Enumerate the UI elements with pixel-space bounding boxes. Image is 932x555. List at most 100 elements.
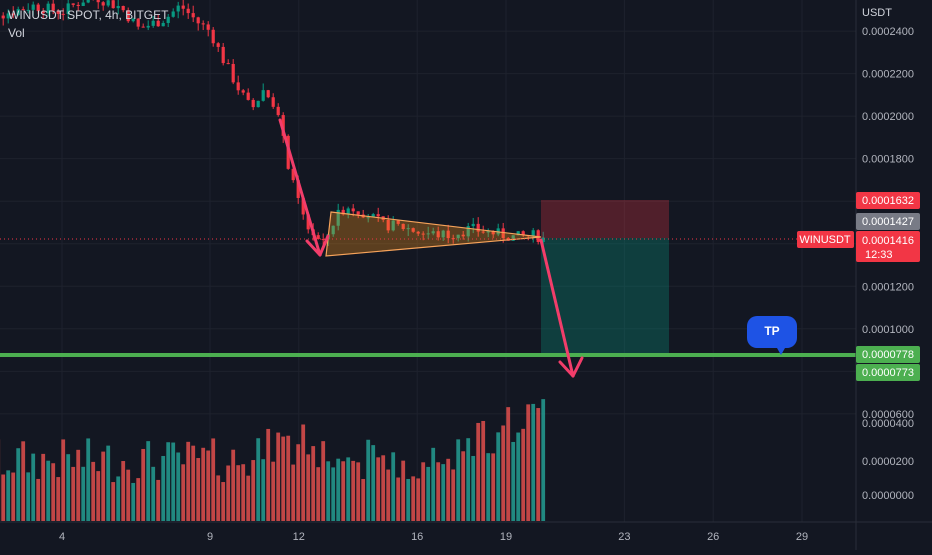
candle-body[interactable] [242, 90, 245, 92]
volume-bar [71, 467, 75, 521]
candle-body[interactable] [257, 101, 260, 107]
candle-body[interactable] [357, 211, 360, 214]
volume-bar [391, 452, 395, 521]
candle-body[interactable] [77, 5, 80, 6]
volume-label[interactable]: Vol [8, 26, 25, 40]
candle-body[interactable] [187, 9, 190, 13]
candle-body[interactable] [142, 27, 145, 28]
candle-body[interactable] [472, 224, 475, 226]
candle-body[interactable] [237, 82, 240, 90]
candle-body[interactable] [177, 6, 180, 12]
volume-bar [211, 438, 215, 521]
candle-body[interactable] [277, 107, 280, 115]
volume-bar [451, 469, 455, 521]
candle-body[interactable] [207, 24, 210, 29]
volume-bar [171, 443, 175, 521]
volume-bar [436, 462, 440, 521]
candle-body[interactable] [147, 26, 150, 28]
volume-bar [116, 476, 120, 521]
price-tick-label: 0.0001000 [862, 324, 914, 336]
candle-body[interactable] [247, 93, 250, 100]
volume-bar [496, 432, 500, 521]
volume-tick-label: 0.0000200 [862, 456, 914, 468]
volume-bar [231, 450, 235, 521]
volume-bar [131, 483, 135, 521]
candle-body[interactable] [97, 0, 100, 2]
volume-bar [146, 441, 150, 521]
candle-body[interactable] [72, 3, 75, 4]
volume-bar [421, 462, 425, 521]
time-tick-label: 26 [707, 531, 719, 543]
volume-bar [331, 467, 335, 521]
candle-body[interactable] [317, 235, 320, 239]
candle-body[interactable] [87, 0, 90, 3]
volume-bar [141, 449, 145, 521]
volume-bar [321, 441, 325, 521]
candle-body[interactable] [352, 208, 355, 211]
volume-bar [26, 472, 30, 521]
volume-bar [21, 441, 25, 521]
candle-body[interactable] [222, 47, 225, 63]
volume-bar [56, 477, 60, 521]
volume-bar [96, 471, 100, 521]
volume-bar [181, 464, 185, 521]
volume-bar [1, 474, 5, 521]
volume-bar [371, 445, 375, 521]
candle-body[interactable] [2, 16, 5, 19]
candle-body[interactable] [377, 214, 380, 216]
candle-body[interactable] [102, 2, 105, 5]
volume-bar [106, 446, 110, 521]
candle-body[interactable] [197, 17, 200, 23]
volume-bar [481, 421, 485, 521]
volume-bar [11, 473, 15, 521]
candle-body[interactable] [107, 0, 110, 5]
candle-body[interactable] [192, 13, 195, 17]
candle-body[interactable] [217, 43, 220, 47]
candle-body[interactable] [162, 23, 165, 26]
volume-bar [446, 459, 450, 521]
time-tick-label: 23 [618, 531, 630, 543]
candle-body[interactable] [202, 23, 205, 24]
time-tick-label: 4 [59, 531, 65, 543]
volume-bar [271, 462, 275, 521]
candle-body[interactable] [212, 30, 215, 43]
volume-bar [126, 470, 130, 521]
volume-bar [461, 451, 465, 521]
volume-bar [121, 461, 125, 521]
symbol-title[interactable]: WINUSDT SPOT, 4h, BITGET [8, 8, 169, 22]
volume-bar [526, 404, 530, 521]
volume-bar [51, 463, 55, 521]
candle-body[interactable] [267, 90, 270, 97]
stop-zone[interactable] [541, 200, 669, 238]
candle-body[interactable] [532, 230, 535, 236]
target-zone[interactable] [541, 238, 669, 356]
candle-body[interactable] [172, 11, 175, 16]
target2-price-value: 0.0000773 [862, 367, 914, 379]
candle-body[interactable] [182, 6, 185, 9]
candle-body[interactable] [232, 64, 235, 82]
stop-price-tag: 0.0001632 [856, 192, 920, 209]
tp-label: TP [764, 324, 779, 338]
volume-bar [226, 465, 230, 521]
volume-bar [76, 450, 80, 521]
volume-bar [386, 470, 390, 521]
candle-body[interactable] [112, 0, 115, 8]
volume-bar [301, 424, 305, 521]
volume-bar [406, 479, 410, 521]
volume-bar [166, 442, 170, 521]
volume-bar [476, 423, 480, 521]
candle-body[interactable] [82, 3, 85, 6]
volume-bar [61, 439, 65, 521]
volume-bar [206, 451, 210, 521]
symbol-tag: WINUSDT [797, 231, 854, 248]
candle-body[interactable] [272, 97, 275, 107]
candle-body[interactable] [252, 100, 255, 107]
volume-bar [426, 467, 430, 521]
volume-bar [466, 438, 470, 521]
bar-countdown: 12:33 [865, 249, 893, 261]
candle-body[interactable] [262, 90, 265, 101]
time-tick-label: 16 [411, 531, 423, 543]
candle-body[interactable] [227, 63, 230, 64]
volume-bar [431, 448, 435, 521]
